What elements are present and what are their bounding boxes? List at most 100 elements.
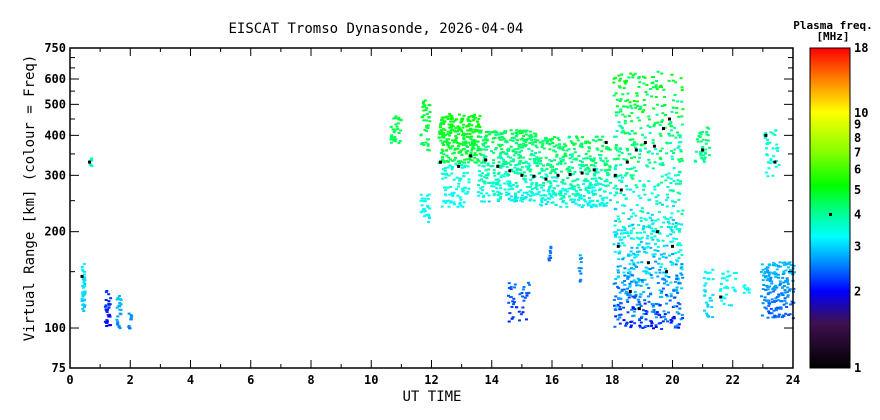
echo-point (563, 154, 567, 157)
echo-point (468, 157, 472, 160)
echo-point (638, 119, 641, 122)
echo-point (461, 205, 465, 208)
echo-point (587, 191, 591, 194)
echo-point (492, 194, 496, 197)
echo-point (117, 325, 121, 328)
echo-point (659, 266, 663, 269)
echo-point (703, 151, 707, 154)
echo-point (658, 257, 662, 260)
echo-point (764, 288, 768, 291)
echo-point (761, 302, 765, 305)
echo-point (392, 131, 396, 134)
echo-point (427, 221, 430, 224)
echo-point (501, 162, 505, 165)
echo-point (561, 147, 565, 150)
echo-point (665, 244, 669, 247)
echo-point (522, 299, 526, 302)
echo-point (523, 179, 527, 182)
echo-point (394, 138, 398, 141)
echo-point (781, 316, 784, 319)
echo-point (427, 149, 431, 152)
echo-point (701, 131, 704, 133)
echo-point (651, 86, 655, 89)
echo-point (519, 132, 522, 135)
echo-point (624, 105, 628, 108)
colorbar-tick-label: 7 (854, 146, 861, 160)
echo-point (782, 270, 786, 273)
echo-point (506, 155, 510, 158)
echo-point (643, 147, 647, 150)
echo-point (80, 266, 84, 269)
echo-point (523, 178, 527, 181)
echo-point (620, 151, 624, 154)
echo-point (508, 296, 512, 299)
echo-point (441, 133, 445, 136)
echo-point (469, 127, 472, 130)
echo-point (675, 228, 679, 231)
echo-point (460, 154, 464, 157)
echo-point (622, 236, 626, 239)
echo-point (632, 310, 636, 313)
echo-point (730, 304, 733, 307)
echo-point (775, 143, 779, 146)
echo-point (676, 174, 680, 176)
echo-point (511, 184, 515, 187)
echo-point (530, 138, 533, 141)
echo-point (105, 309, 109, 312)
echo-point (580, 161, 584, 164)
echo-point (705, 126, 709, 129)
echo-point (539, 194, 543, 197)
echo-point (631, 237, 635, 240)
echo-point (650, 192, 654, 195)
echo-point (440, 148, 444, 151)
echo-point (650, 219, 654, 222)
echo-point (765, 147, 768, 150)
echo-point (674, 326, 678, 329)
echo-point (770, 312, 774, 315)
echo-point (565, 205, 569, 208)
echo-point (680, 212, 684, 215)
echo-point (703, 284, 707, 287)
echo-point (662, 282, 666, 285)
echo-point (563, 182, 567, 185)
echo-point (632, 261, 635, 264)
echo-point (623, 227, 627, 230)
echo-point (654, 271, 658, 274)
echo-point (616, 215, 620, 218)
x-tick-label: 8 (307, 373, 314, 387)
echo-point (725, 293, 729, 296)
echo-point (511, 187, 515, 190)
echo-point (517, 191, 521, 193)
echo-point (647, 287, 651, 289)
echo-point (550, 170, 554, 173)
echo-point (658, 231, 661, 234)
echo-point (547, 188, 551, 191)
echo-point (398, 140, 402, 143)
echo-point (494, 131, 498, 134)
echo-point (421, 102, 425, 105)
echo-point (670, 110, 674, 113)
echo-point (507, 301, 511, 304)
echo-point (511, 139, 515, 142)
echo-point (440, 118, 444, 121)
echo-point (777, 276, 781, 279)
echo-point (786, 294, 790, 297)
echo-point (83, 273, 86, 276)
echo-point (80, 298, 84, 300)
echo-point (480, 172, 484, 175)
echo-point (771, 316, 775, 319)
echo-point (528, 190, 532, 193)
echo-point (705, 301, 708, 304)
echo-point (465, 158, 469, 161)
echo-point (481, 185, 485, 188)
echo-point (599, 139, 603, 141)
echo-point (769, 307, 773, 310)
echo-point (507, 184, 511, 187)
echo-point (541, 197, 545, 200)
echo-point (514, 181, 518, 184)
echo-point (515, 185, 519, 188)
echo-point (519, 156, 523, 159)
echo-point (782, 303, 786, 306)
echo-point (554, 168, 558, 170)
echo-point (639, 240, 643, 243)
